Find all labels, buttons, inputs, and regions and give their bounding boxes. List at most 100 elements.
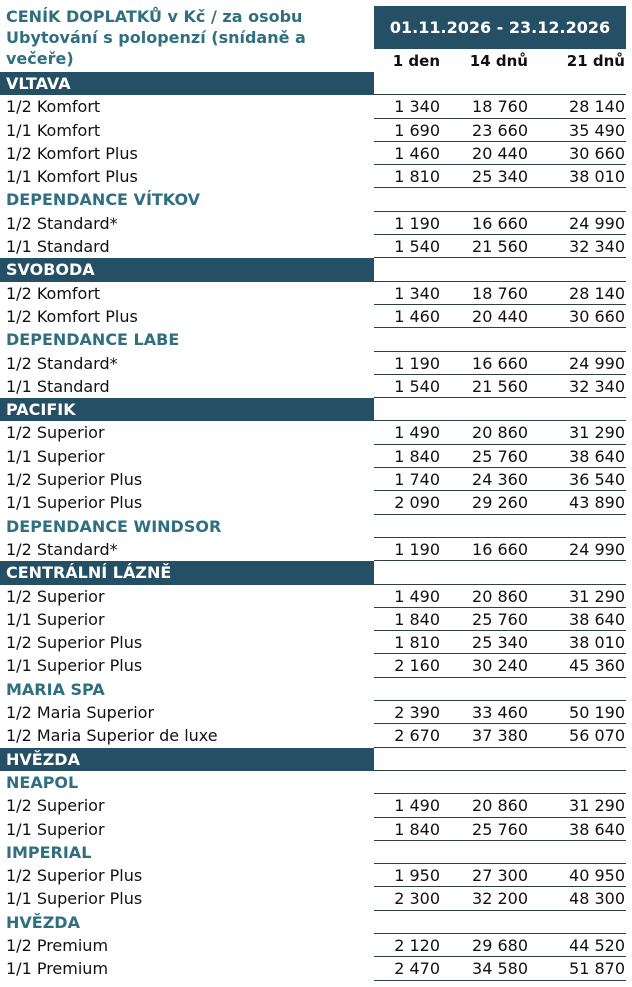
room-type-label: 1/2 Komfort bbox=[6, 97, 101, 117]
section-row: DEPENDANCE WINDSOR bbox=[0, 515, 632, 538]
row-divider bbox=[374, 932, 626, 934]
price-1-day: 1 460 bbox=[394, 306, 440, 326]
price-21-days: 38 010 bbox=[569, 167, 625, 187]
price-14-days: 25 760 bbox=[472, 819, 528, 839]
section-row: HVĚZDA bbox=[0, 911, 632, 934]
price-21-days: 35 490 bbox=[569, 120, 625, 140]
table-row: 1/1 Standard 1 540 21 560 32 340 bbox=[0, 375, 632, 399]
price-1-day: 1 490 bbox=[394, 796, 440, 816]
row-divider bbox=[374, 94, 626, 96]
section-title: HVĚZDA bbox=[6, 749, 80, 769]
price-14-days: 29 260 bbox=[472, 493, 528, 513]
room-type-label: 1/2 Maria Superior de luxe bbox=[6, 726, 218, 746]
price-1-day: 2 470 bbox=[394, 959, 440, 979]
title-line-3: večeře) bbox=[6, 49, 74, 68]
price-14-days: 25 340 bbox=[472, 633, 528, 653]
table-row: 1/1 Superior Plus 2 160 30 240 45 360 bbox=[0, 654, 632, 678]
price-21-days: 51 870 bbox=[569, 959, 625, 979]
row-divider bbox=[374, 210, 626, 212]
table-row: 1/2 Standard* 1 190 16 660 24 990 bbox=[0, 352, 632, 375]
section-row: IMPERIAL bbox=[0, 841, 632, 865]
price-21-days: 30 660 bbox=[569, 143, 625, 163]
price-21-days: 32 340 bbox=[569, 237, 625, 257]
table-row: 1/2 Komfort Plus 1 460 20 440 30 660 bbox=[0, 305, 632, 329]
section-band bbox=[0, 258, 374, 282]
price-1-day: 1 810 bbox=[394, 167, 440, 187]
section-row: DEPENDANCE VÍTKOV bbox=[0, 188, 632, 212]
price-21-days: 24 990 bbox=[569, 353, 625, 373]
room-type-label: 1/1 Standard bbox=[6, 237, 110, 257]
price-table: VLTAVA 1/2 Komfort 1 340 18 760 28 140 1/1 Ko… bbox=[0, 72, 632, 981]
row-divider bbox=[374, 467, 626, 469]
row-divider bbox=[374, 583, 626, 585]
room-type-label: 1/2 Superior bbox=[6, 796, 105, 816]
row-divider bbox=[374, 187, 626, 189]
price-21-days: 40 950 bbox=[569, 866, 625, 886]
row-divider bbox=[374, 164, 626, 166]
price-21-days: 30 660 bbox=[569, 306, 625, 326]
section-row: DEPENDANCE LABE bbox=[0, 328, 632, 352]
price-1-day: 1 740 bbox=[394, 470, 440, 490]
room-type-label: 1/2 Superior Plus bbox=[6, 470, 143, 490]
price-1-day: 1 810 bbox=[394, 633, 440, 653]
table-row: 1/2 Maria Superior de luxe 2 670 37 380 56 … bbox=[0, 724, 632, 748]
price-14-days: 25 760 bbox=[472, 446, 528, 466]
price-1-day: 1 540 bbox=[394, 376, 440, 396]
section-band bbox=[0, 747, 374, 771]
price-14-days: 27 300 bbox=[472, 866, 528, 886]
price-21-days: 50 190 bbox=[569, 703, 625, 723]
row-divider bbox=[374, 350, 626, 352]
price-21-days: 48 300 bbox=[569, 889, 625, 909]
price-14-days: 33 460 bbox=[472, 703, 528, 723]
price-14-days: 30 240 bbox=[472, 656, 528, 676]
row-divider bbox=[374, 397, 626, 399]
price-14-days: 20 440 bbox=[472, 143, 528, 163]
date-range: 01.11.2026 - 23.12.2026 bbox=[374, 6, 626, 49]
row-divider bbox=[374, 630, 626, 632]
price-list-header: CENÍK DOPLATKŮ v Kč / za osobu Ubytování… bbox=[0, 0, 632, 72]
section-title: DEPENDANCE WINDSOR bbox=[6, 516, 222, 536]
column-header-21-days: 21 dnů bbox=[566, 52, 625, 70]
row-divider bbox=[374, 723, 626, 725]
room-type-label: 1/1 Superior Plus bbox=[6, 889, 143, 909]
section-title: CENTRÁLNÍ LÁZNĚ bbox=[6, 563, 172, 583]
price-14-days: 16 660 bbox=[472, 353, 528, 373]
room-type-label: 1/1 Komfort bbox=[6, 120, 101, 140]
row-divider bbox=[374, 513, 626, 515]
table-row: 1/2 Maria Superior 2 390 33 460 50 190 bbox=[0, 701, 632, 725]
table-row: 1/2 Superior Plus 1 740 24 360 36 540 bbox=[0, 468, 632, 492]
row-divider bbox=[374, 909, 626, 911]
price-21-days: 36 540 bbox=[569, 470, 625, 490]
price-1-day: 1 460 bbox=[394, 143, 440, 163]
title-line-1: CENÍK DOPLATKŮ v Kč / za osobu bbox=[6, 7, 303, 26]
price-1-day: 1 540 bbox=[394, 237, 440, 257]
price-list-title: CENÍK DOPLATKŮ v Kč / za osobu Ubytování… bbox=[6, 6, 366, 69]
row-divider bbox=[374, 769, 626, 771]
room-type-label: 1/2 Premium bbox=[6, 935, 109, 955]
table-row: 1/1 Superior Plus 2 090 29 260 43 890 bbox=[0, 491, 632, 515]
price-21-days: 24 990 bbox=[569, 539, 625, 559]
row-divider bbox=[374, 886, 626, 888]
price-14-days: 16 660 bbox=[472, 213, 528, 233]
section-title: NEAPOL bbox=[6, 772, 79, 792]
column-headers: 1 den 14 dnů 21 dnů bbox=[374, 50, 626, 72]
section-title: VLTAVA bbox=[6, 74, 71, 93]
row-divider bbox=[374, 140, 626, 142]
price-21-days: 31 290 bbox=[569, 586, 625, 606]
row-divider bbox=[374, 490, 626, 492]
price-1-day: 1 690 bbox=[394, 120, 440, 140]
price-21-days: 28 140 bbox=[569, 97, 625, 117]
table-row: 1/2 Superior 1 490 20 860 31 290 bbox=[0, 585, 632, 608]
room-type-label: 1/2 Komfort Plus bbox=[6, 306, 138, 326]
price-14-days: 18 760 bbox=[472, 283, 528, 303]
row-divider bbox=[374, 863, 626, 865]
price-1-day: 1 490 bbox=[394, 586, 440, 606]
section-title: DEPENDANCE VÍTKOV bbox=[6, 190, 201, 210]
price-14-days: 16 660 bbox=[472, 539, 528, 559]
section-title: MARIA SPA bbox=[6, 679, 105, 699]
room-type-label: 1/2 Superior Plus bbox=[6, 866, 143, 886]
price-1-day: 1 490 bbox=[394, 423, 440, 443]
row-divider bbox=[374, 373, 626, 375]
row-divider bbox=[374, 839, 626, 841]
price-14-days: 34 580 bbox=[472, 959, 528, 979]
